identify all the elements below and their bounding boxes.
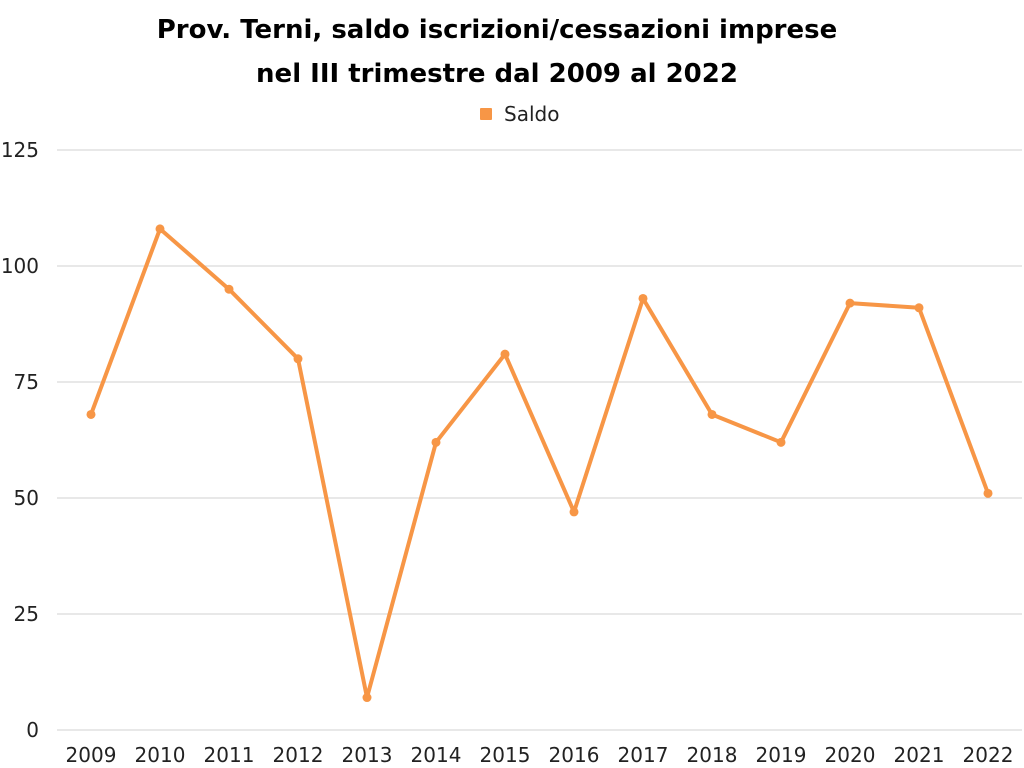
x-tick-label-2017: 2017 (618, 743, 669, 767)
x-tick-label-2011: 2011 (204, 743, 255, 767)
x-tick-label-2010: 2010 (135, 743, 186, 767)
data-point-2013 (362, 693, 372, 703)
data-point-2012 (293, 354, 303, 364)
chart-title: Prov. Terni, saldo iscrizioni/cessazioni… (0, 8, 994, 96)
data-point-2010 (155, 224, 165, 234)
x-tick-label-2012: 2012 (273, 743, 324, 767)
y-tick-label-100: 100 (1, 254, 39, 278)
x-tick-label-2022: 2022 (963, 743, 1014, 767)
data-point-2021 (914, 303, 924, 313)
x-tick-label-2021: 2021 (894, 743, 945, 767)
data-point-2022 (983, 488, 993, 498)
y-tick-label-125: 125 (1, 138, 39, 162)
legend-label-saldo: Saldo (504, 102, 560, 126)
y-tick-label-75: 75 (14, 370, 39, 394)
x-tick-label-2016: 2016 (549, 743, 600, 767)
data-point-2018 (707, 409, 717, 419)
series-line-saldo (89, 226, 990, 700)
x-tick-label-2013: 2013 (342, 743, 393, 767)
data-point-2017 (638, 293, 648, 303)
data-point-2016 (569, 507, 579, 517)
data-point-2011 (224, 284, 234, 294)
x-tick-label-2020: 2020 (825, 743, 876, 767)
x-tick-label-2009: 2009 (66, 743, 117, 767)
chart-title-line-1: Prov. Terni, saldo iscrizioni/cessazioni… (156, 15, 838, 45)
chart-title-line-2: nel III trimestre dal 2009 al 2022 (256, 59, 738, 89)
data-point-2020 (845, 298, 855, 308)
y-tick-label-50: 50 (14, 486, 39, 510)
data-point-2009 (86, 409, 96, 419)
data-point-2014 (431, 437, 441, 447)
legend-swatch-saldo (480, 108, 492, 120)
x-tick-label-2015: 2015 (480, 743, 531, 767)
data-point-2015 (500, 349, 510, 359)
legend: Saldo (480, 100, 559, 128)
y-tick-label-0: 0 (26, 718, 39, 742)
x-tick-label-2019: 2019 (756, 743, 807, 767)
y-tick-label-25: 25 (14, 602, 39, 626)
x-tick-label-2014: 2014 (411, 743, 462, 767)
x-tick-label-2018: 2018 (687, 743, 738, 767)
data-point-2019 (776, 437, 786, 447)
